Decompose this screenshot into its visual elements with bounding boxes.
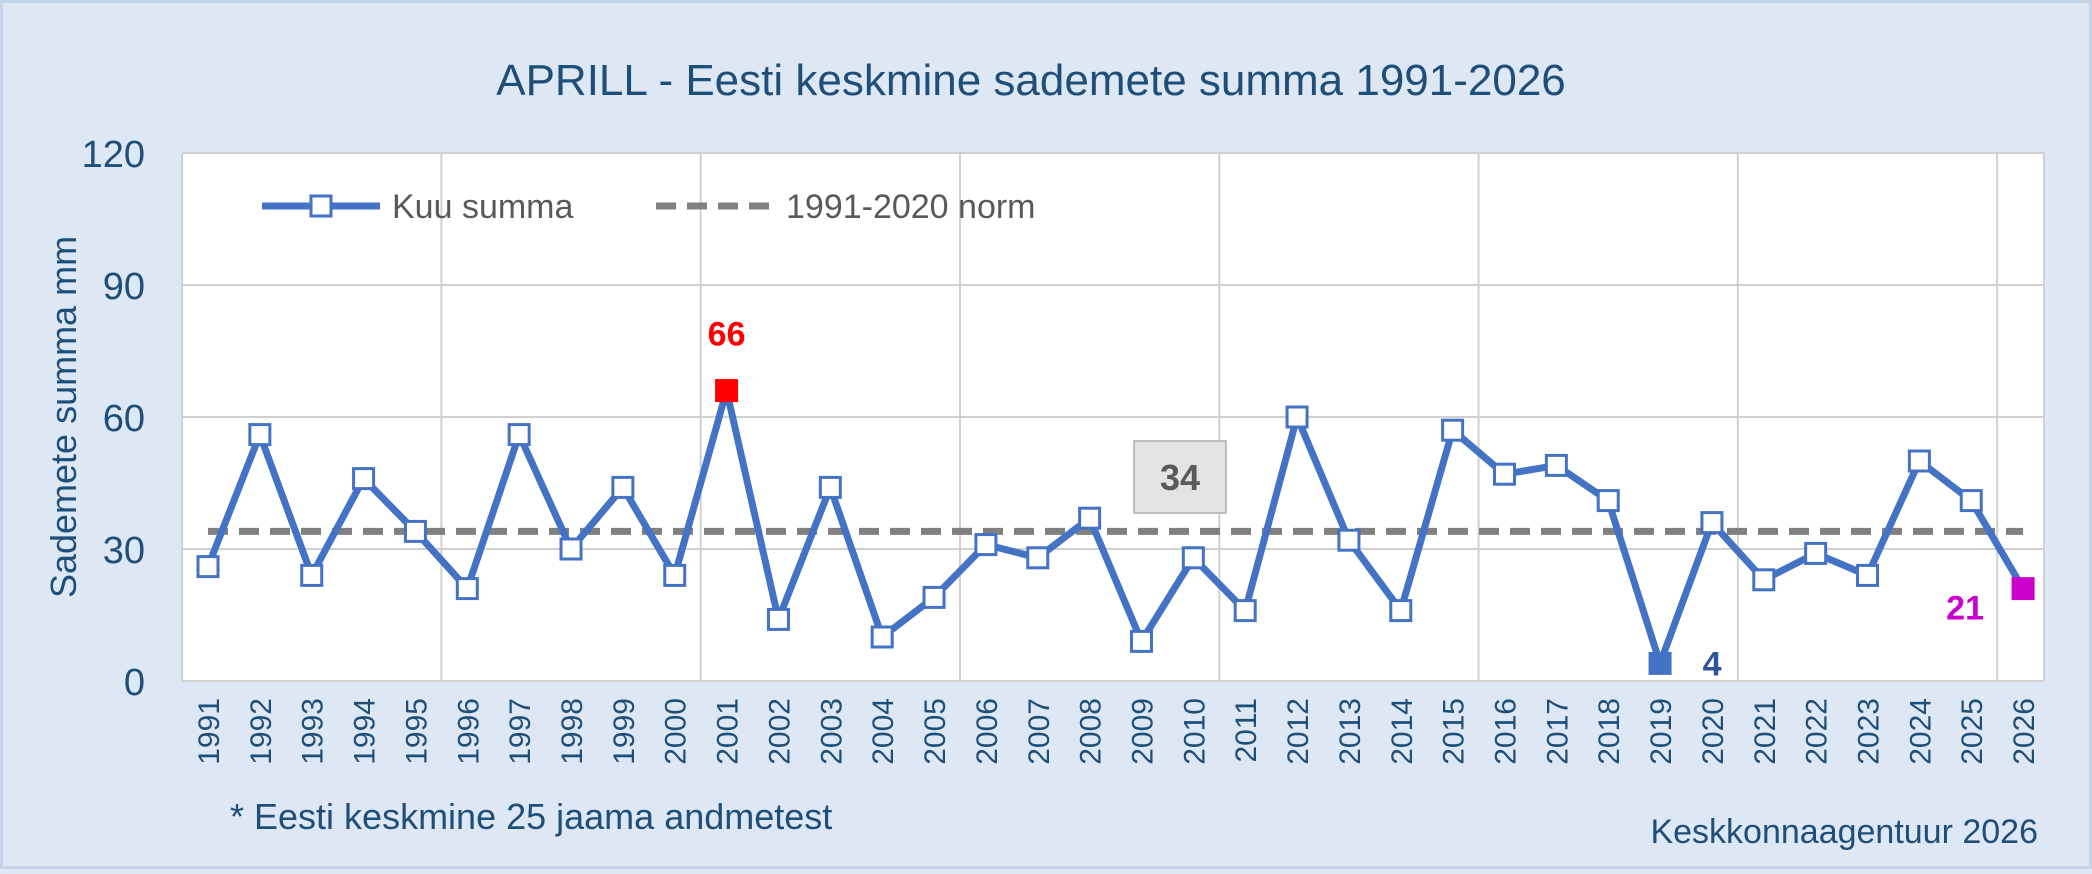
max-value-label: 66 <box>708 316 746 354</box>
data-point <box>1856 563 1880 587</box>
x-tick-label: 2002 <box>763 698 796 765</box>
data-point <box>1648 651 1672 675</box>
last-value-label: 21 <box>1946 590 1984 628</box>
x-tick-label: 2001 <box>712 698 745 765</box>
min-value-label: 4 <box>1703 645 1722 683</box>
legend-label-norm: 1991-2020 norm <box>786 188 1036 226</box>
y-axis: 0 30 60 90 120 <box>82 134 145 704</box>
x-tick-label: 2022 <box>1801 698 1834 765</box>
data-point <box>1233 599 1257 623</box>
data-point <box>715 379 739 403</box>
x-tick-label: 2003 <box>815 698 848 765</box>
x-tick-label: 2007 <box>1023 698 1056 765</box>
x-tick-label: 1995 <box>400 698 433 765</box>
data-point <box>248 423 272 447</box>
annotations: 66 4 21 34 <box>708 316 1984 684</box>
data-point <box>403 519 427 543</box>
x-tick-label: 2005 <box>919 698 952 765</box>
data-point <box>611 475 635 499</box>
x-tick-label: 1997 <box>504 698 537 765</box>
legend: Kuu summa 1991-2020 norm <box>262 188 1036 226</box>
data-point <box>1285 405 1309 429</box>
data-point <box>663 563 687 587</box>
data-point <box>196 555 220 579</box>
x-axis: 1991 1992 1993 1994 1995 1996 1997 1998 1999 2000… <box>193 698 2041 765</box>
data-point <box>922 585 946 609</box>
y-tick-label: 0 <box>124 662 145 704</box>
data-point <box>1078 506 1102 530</box>
x-tick-label: 2009 <box>1126 698 1159 765</box>
x-tick-label: 2016 <box>1490 698 1523 765</box>
data-point <box>300 563 324 587</box>
x-tick-label: 2006 <box>971 698 1004 765</box>
data-point <box>818 475 842 499</box>
x-tick-label: 2026 <box>2008 698 2041 765</box>
y-tick-label: 30 <box>103 530 145 572</box>
x-tick-label: 1999 <box>608 698 641 765</box>
data-point <box>1441 418 1465 442</box>
data-point <box>1337 528 1361 552</box>
norm-value-box <box>1133 440 1227 514</box>
x-tick-label: 2024 <box>1904 698 1937 765</box>
data-point <box>766 607 790 631</box>
monthly-sum-series <box>196 379 2035 675</box>
data-point <box>1596 489 1620 513</box>
x-tick-label: 2010 <box>1178 698 1211 765</box>
data-point <box>1907 449 1931 473</box>
x-tick-label: 2025 <box>1956 698 1989 765</box>
y-tick-label: 120 <box>82 134 145 176</box>
data-point <box>1181 546 1205 570</box>
data-point <box>559 537 583 561</box>
y-tick-label: 90 <box>103 266 145 308</box>
x-tick-label: 2019 <box>1645 698 1678 765</box>
x-tick-label: 1994 <box>349 698 382 765</box>
x-tick-label: 2023 <box>1853 698 1886 765</box>
x-tick-label: 2008 <box>1075 698 1108 765</box>
y-tick-label: 60 <box>103 398 145 440</box>
x-tick-label: 2013 <box>1334 698 1367 765</box>
x-tick-label: 2018 <box>1593 698 1626 765</box>
source-credit: Keskkonnaagentuur 2026 <box>1650 813 2038 851</box>
legend-label-kuu-summa: Kuu summa <box>392 188 573 226</box>
x-tick-label: 1993 <box>297 698 330 765</box>
x-tick-label: 2020 <box>1697 698 1730 765</box>
footnote: * Eesti keskmine 25 jaama andmetest <box>230 796 832 837</box>
data-point <box>1700 511 1724 535</box>
x-tick-label: 1992 <box>245 698 278 765</box>
data-point <box>507 423 531 447</box>
norm-value-label: 34 <box>1160 457 1200 498</box>
data-point <box>1804 541 1828 565</box>
x-tick-label: 1998 <box>556 698 589 765</box>
data-point <box>1959 489 1983 513</box>
data-point <box>1026 546 1050 570</box>
x-tick-label: 2017 <box>1541 698 1574 765</box>
data-point <box>455 577 479 601</box>
x-tick-label: 2021 <box>1749 698 1782 765</box>
data-point <box>2011 577 2035 601</box>
data-point <box>1752 568 1776 592</box>
x-tick-label: 1996 <box>452 698 485 765</box>
data-point <box>1544 453 1568 477</box>
data-point <box>352 467 376 491</box>
x-tick-label: 2000 <box>660 698 693 765</box>
data-point <box>1389 599 1413 623</box>
x-tick-label: 2011 <box>1230 698 1263 763</box>
y-axis-label: Sademete summa mm <box>43 236 84 598</box>
x-tick-label: 2004 <box>867 698 900 765</box>
grid-lines <box>181 152 2045 682</box>
data-point <box>974 533 998 557</box>
data-point <box>870 625 894 649</box>
data-point <box>1129 629 1153 653</box>
x-tick-label: 1991 <box>193 698 226 765</box>
x-tick-label: 2015 <box>1438 698 1471 765</box>
chart-title: APRILL - Eesti keskmine sademete summa 1… <box>496 56 1566 105</box>
data-point <box>1493 462 1516 486</box>
x-tick-label: 2012 <box>1282 698 1315 765</box>
legend-marker-kuu-summa <box>309 194 333 218</box>
x-tick-label: 2014 <box>1386 698 1419 765</box>
